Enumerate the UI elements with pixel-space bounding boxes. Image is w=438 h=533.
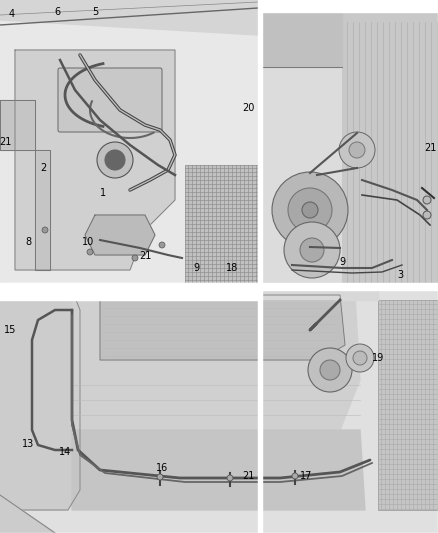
Circle shape (339, 132, 375, 168)
Text: 9: 9 (193, 263, 199, 273)
Text: 13: 13 (22, 439, 34, 449)
Text: 4: 4 (9, 9, 15, 19)
Bar (0, 290, 438, 533)
Circle shape (227, 475, 233, 481)
Circle shape (87, 249, 93, 255)
Circle shape (300, 238, 324, 262)
Circle shape (302, 202, 318, 218)
Text: 6: 6 (54, 7, 60, 17)
Text: 3: 3 (397, 270, 403, 280)
Polygon shape (0, 283, 258, 300)
Text: 8: 8 (25, 237, 31, 247)
Text: 18: 18 (226, 263, 238, 273)
Bar (0, 0, 258, 283)
Circle shape (346, 344, 374, 372)
Text: 15: 15 (4, 325, 16, 335)
Polygon shape (0, 283, 438, 290)
Circle shape (97, 142, 133, 178)
FancyBboxPatch shape (58, 68, 162, 132)
Text: 21: 21 (0, 137, 11, 147)
Polygon shape (0, 0, 258, 35)
Text: 14: 14 (59, 447, 71, 457)
Circle shape (292, 473, 298, 479)
Polygon shape (0, 495, 55, 533)
Bar (378, 300, 438, 510)
Circle shape (42, 227, 48, 233)
Text: 10: 10 (82, 237, 94, 247)
Circle shape (423, 211, 431, 219)
Polygon shape (72, 290, 378, 300)
Bar (185, 165, 258, 283)
Text: 21: 21 (242, 471, 254, 481)
Circle shape (284, 222, 340, 278)
Circle shape (105, 150, 125, 170)
Circle shape (353, 351, 367, 365)
Bar (342, 12, 438, 283)
Text: 17: 17 (300, 471, 312, 481)
Circle shape (349, 142, 365, 158)
Bar (262, 12, 438, 283)
Text: 20: 20 (242, 103, 254, 113)
Circle shape (132, 255, 138, 261)
Polygon shape (15, 50, 175, 270)
Polygon shape (72, 430, 365, 510)
Circle shape (423, 196, 431, 204)
Polygon shape (0, 100, 50, 270)
Polygon shape (72, 295, 360, 450)
Text: 19: 19 (372, 353, 384, 363)
Text: 16: 16 (156, 463, 168, 473)
Polygon shape (85, 215, 155, 255)
Circle shape (320, 360, 340, 380)
Text: 2: 2 (40, 163, 46, 173)
Text: 9: 9 (339, 257, 345, 267)
Circle shape (288, 188, 332, 232)
Polygon shape (0, 290, 80, 510)
Circle shape (159, 242, 165, 248)
Polygon shape (100, 295, 345, 360)
Polygon shape (262, 0, 438, 12)
Text: 21: 21 (139, 251, 151, 261)
Circle shape (157, 474, 163, 480)
Text: 1: 1 (100, 188, 106, 198)
Circle shape (272, 172, 348, 248)
Text: 5: 5 (92, 7, 98, 17)
Polygon shape (262, 12, 342, 67)
Polygon shape (258, 0, 262, 533)
Circle shape (308, 348, 352, 392)
Text: 21: 21 (424, 143, 436, 153)
